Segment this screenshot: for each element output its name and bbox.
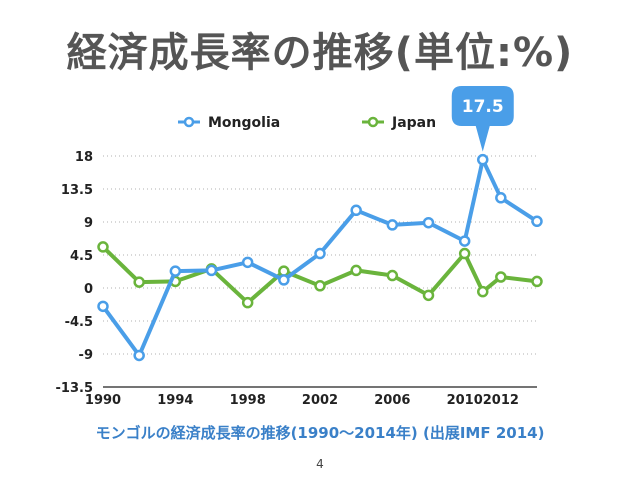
series-line-mongolia: [101, 157, 539, 358]
x-tick-label: 1998: [230, 393, 266, 408]
data-point-mongolia: [531, 215, 543, 228]
legend-item-japan: Japan: [362, 115, 436, 131]
chart-caption: モンゴルの経済成長率の推移(1990〜2014年) (出展IMF 2014): [95, 424, 545, 442]
callout-label: 17.5: [462, 97, 504, 117]
data-point-mongolia: [278, 274, 290, 286]
x-tick-label: 2010: [447, 393, 483, 408]
legend-item-mongolia: Mongolia: [178, 115, 280, 131]
legend-swatch-marker: [183, 116, 195, 128]
data-point-mongolia: [350, 204, 362, 217]
data-point-mongolia: [422, 216, 435, 229]
slide-title: 経済成長率の推移(単位:%): [66, 30, 574, 76]
data-point-mongolia: [314, 247, 326, 260]
data-point-mongolia: [133, 349, 145, 362]
data-point-japan: [133, 276, 145, 288]
data-point-japan: [531, 275, 543, 288]
data-point-japan: [314, 280, 326, 292]
data-point-japan: [97, 241, 109, 253]
y-tick-label: 9: [84, 216, 93, 231]
legend-label-mongolia: Mongolia: [208, 115, 280, 131]
series-mongolia: [97, 153, 543, 362]
data-point-japan: [495, 271, 507, 283]
data-point-mongolia: [97, 300, 109, 313]
peak-callout: 17.5: [451, 86, 514, 152]
data-point-japan: [477, 285, 489, 298]
y-tick-label: -9: [79, 348, 93, 363]
y-tick-label: 13.5: [61, 183, 93, 198]
data-point-mongolia: [458, 235, 471, 247]
legend-swatch-marker: [367, 116, 379, 128]
callout-bubble: [451, 86, 514, 152]
x-tick-label: 2002: [302, 393, 338, 408]
series-line-japan: [101, 244, 539, 305]
data-point-mongolia: [477, 153, 489, 166]
data-point-mongolia: [241, 256, 254, 269]
y-tick-label: 18: [75, 150, 93, 165]
data-point-mongolia: [169, 265, 182, 277]
x-tick-label: 1990: [85, 393, 121, 408]
legend-label-japan: Japan: [391, 115, 436, 131]
data-point-japan: [241, 296, 254, 309]
data-point-japan: [350, 264, 362, 277]
data-point-mongolia: [205, 264, 218, 277]
page-number: 4: [316, 457, 324, 471]
legend: Mongolia Japan: [178, 115, 436, 131]
x-tick-label: 2012: [483, 393, 519, 408]
data-point-mongolia: [495, 192, 507, 204]
data-point-japan: [386, 269, 399, 282]
series-lines: [97, 153, 543, 362]
data-point-japan: [422, 289, 435, 302]
y-tick-label: -13.5: [56, 381, 93, 396]
x-tick-label: 1994: [157, 393, 193, 408]
y-tick-label: 0: [84, 282, 93, 297]
x-tick-label: 2006: [374, 393, 410, 408]
y-tick-label: 4.5: [70, 249, 93, 264]
data-point-japan: [458, 247, 471, 260]
y-tick-label: -4.5: [65, 315, 93, 330]
series-japan: [97, 241, 543, 309]
data-point-mongolia: [386, 219, 399, 231]
